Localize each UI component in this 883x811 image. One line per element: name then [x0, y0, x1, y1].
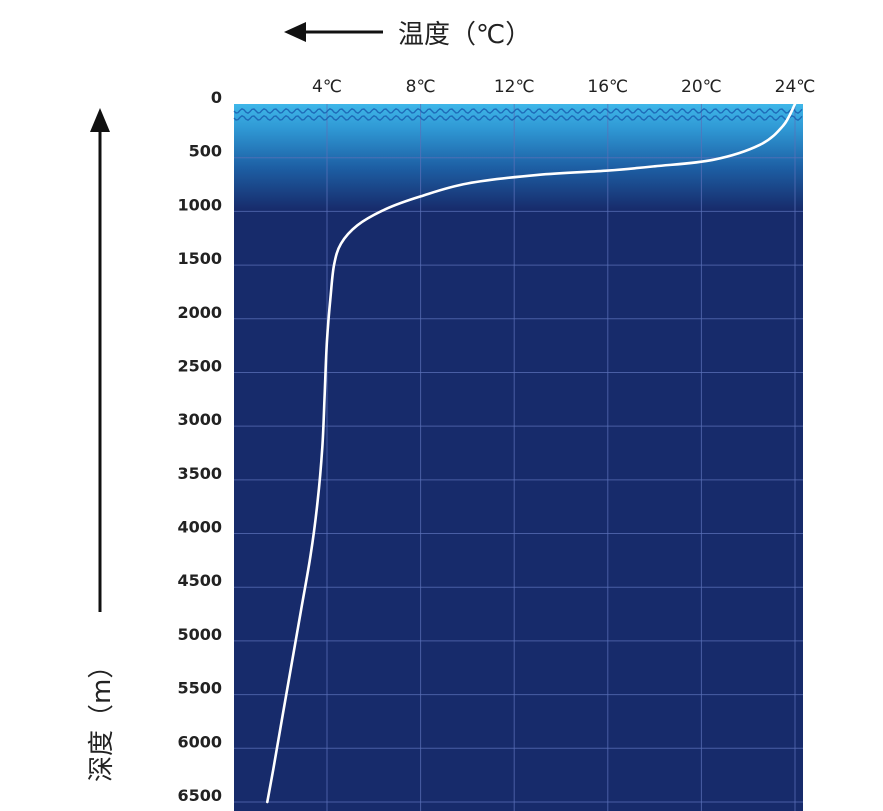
y-axis-title-group: 深度（m） [87, 108, 117, 782]
y-tick-label: 4000 [177, 518, 222, 537]
y-tick-label: 0 [211, 88, 222, 107]
y-tick-label: 1500 [177, 249, 222, 268]
y-tick-label: 6500 [177, 786, 222, 805]
x-tick-label: 20℃ [681, 77, 722, 97]
x-tick-labels: 4℃ 8℃ 12℃ 16℃ 20℃ 24℃ [312, 77, 815, 97]
temperature-curve [266, 102, 797, 804]
x-axis-title: 温度（℃） [398, 20, 531, 50]
x-tick-label: 16℃ [587, 77, 628, 97]
y-tick-label: 4500 [177, 571, 222, 590]
plot-area [234, 104, 803, 811]
left-arrowhead-icon [284, 22, 306, 42]
x-tick-label: 12℃ [494, 77, 535, 97]
y-tick-label: 6000 [177, 732, 222, 751]
x-tick-label: 4℃ [312, 77, 342, 97]
up-arrowhead-icon [90, 108, 110, 132]
y-tick-label: 3500 [177, 464, 222, 483]
x-tick-label: 8℃ [406, 77, 436, 97]
y-tick-label: 3000 [177, 410, 222, 429]
x-tick-label: 24℃ [775, 77, 816, 97]
y-tick-label: 1000 [177, 195, 222, 214]
y-tick-label: 2500 [177, 356, 222, 375]
y-tick-labels: 0 500 1000 1500 2000 2500 3000 3500 4000 4500 5000… [177, 88, 222, 805]
y-tick-label: 500 [189, 142, 222, 161]
water-surface-wave [233, 107, 803, 115]
y-axis-title: 深度（m） [87, 653, 117, 782]
y-tick-label: 5000 [177, 625, 222, 644]
y-tick-label: 2000 [177, 303, 222, 322]
water-surface-wave-lower [233, 114, 803, 122]
grid [234, 104, 803, 811]
y-tick-label: 5500 [177, 679, 222, 698]
x-axis-title-group: 温度（℃） [284, 20, 531, 50]
